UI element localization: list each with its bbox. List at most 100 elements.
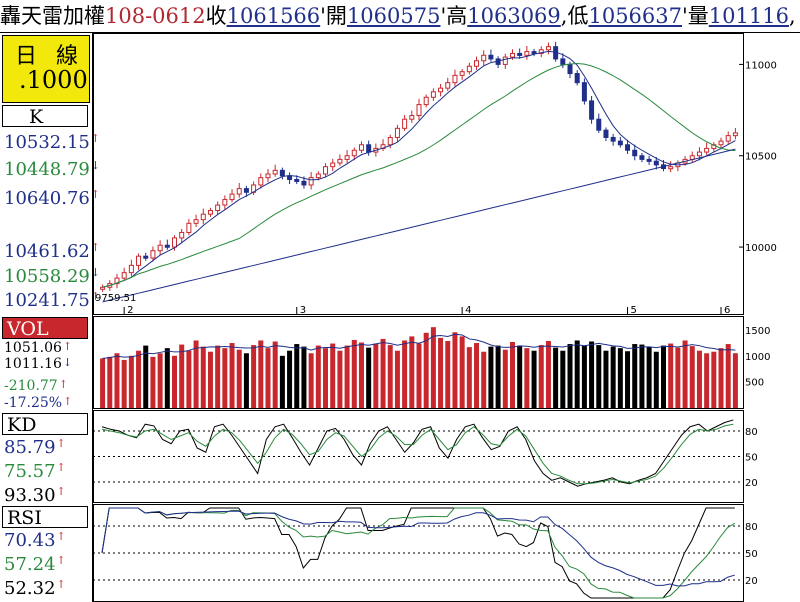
volume-bar [330, 343, 336, 408]
candle-body [222, 199, 228, 206]
volume-bar [488, 346, 494, 408]
volume-bar [481, 351, 487, 408]
candle-body [617, 140, 623, 146]
ma5-line [102, 50, 736, 288]
volume-bar [344, 345, 350, 408]
k-label[interactable]: K [2, 105, 88, 128]
volume-bar [732, 353, 738, 408]
candle-body [466, 65, 472, 73]
volume-bar [287, 350, 293, 408]
volume-bar [466, 347, 472, 408]
candle-body [402, 118, 408, 129]
open-value: 1060575 [346, 4, 441, 28]
rsi-mid-line [101, 507, 736, 599]
k-value: 10532.15↑ [4, 132, 100, 153]
vol-value: 1051.06↑ [4, 340, 72, 356]
candle-body [193, 219, 199, 224]
volume-bar [423, 332, 429, 408]
candle-body [430, 91, 436, 98]
rsi-label[interactable]: RSI [2, 506, 88, 529]
volume-bar [438, 337, 444, 408]
low-label: ,低 [560, 4, 589, 28]
header-tail: , [788, 4, 796, 28]
volume-bar [315, 345, 321, 408]
candle-body [416, 104, 422, 117]
candle-body [725, 135, 731, 142]
high-value: 1063069 [467, 4, 561, 28]
candle-body [121, 272, 127, 279]
volume-bar [351, 339, 357, 408]
volume-bar [164, 348, 170, 408]
candle-body [538, 49, 544, 54]
month-label: 5 [631, 305, 637, 316]
volume-bar [668, 343, 674, 408]
volume-bar [675, 347, 681, 408]
arrow-up-icon: ↑ [56, 578, 66, 591]
volume-tick-label: 1500 [745, 326, 770, 337]
volume-bar [366, 347, 372, 408]
volume-label: '量 [682, 4, 709, 28]
volume-value: 101116 [708, 4, 789, 28]
indicator-panel: 日 線 .1000 K 10532.15↑ 10448.79↓ 10640.76↑ 1… [0, 33, 100, 602]
ma20-line [102, 63, 736, 288]
arrow-up-icon: ↑ [90, 290, 101, 303]
volume-bar [358, 342, 364, 408]
candle-body [732, 132, 738, 137]
volume-bar [323, 348, 329, 408]
candle-body [696, 151, 702, 157]
arrow-up-icon: ↑ [90, 132, 101, 145]
volume-bar [128, 355, 134, 408]
vol-label[interactable]: VOL [2, 317, 88, 340]
high-label: '高 [440, 4, 468, 28]
volume-bar [517, 345, 523, 408]
candle-body [423, 96, 429, 106]
volume-bar [402, 340, 408, 408]
candle-body [229, 193, 235, 201]
arrow-up-icon: ↑ [90, 241, 101, 254]
kd-label[interactable]: KD [2, 413, 88, 436]
period-label: 日 線 [15, 44, 84, 69]
volume-bar [207, 351, 213, 408]
month-label: 2 [127, 305, 133, 316]
stock-chart[interactable]: 11000 10500 10000 2 3 4 5 6 11097.00 9759.51 1500 1… [93, 33, 800, 602]
rsi-long-line [101, 507, 735, 587]
candle-body [625, 144, 631, 151]
candle-body [200, 213, 206, 221]
volume-bar [495, 345, 501, 408]
price-tick-label: 10000 [745, 243, 777, 254]
volume-bar [200, 346, 206, 408]
candle-body [150, 250, 156, 259]
candle-body [610, 136, 616, 142]
vol-value: 1011.16↓ [4, 356, 72, 372]
arrow-up-icon: ↑ [90, 188, 101, 201]
kd-tick-label: 50 [745, 453, 758, 464]
value-text: 93.30 [4, 485, 56, 506]
volume-bar [589, 341, 595, 408]
volume-bar [179, 344, 185, 408]
candle-body [243, 188, 249, 193]
value-text: 85.79 [4, 437, 56, 458]
value-text: 1051.06 [4, 340, 62, 356]
candle-body [301, 180, 307, 186]
candle-body [358, 144, 364, 151]
volume-bar [632, 344, 638, 408]
volume-bar [553, 347, 559, 408]
candle-body [445, 82, 451, 89]
candle-body [258, 177, 264, 186]
volume-bar [416, 343, 422, 408]
arrow-up-icon: ↑ [56, 530, 66, 543]
value-text: 10532.15 [4, 132, 90, 153]
candle-body [272, 169, 278, 175]
period-box[interactable]: 日 線 .1000 [2, 35, 90, 103]
arrow-up-icon: ↑ [58, 378, 68, 391]
value-text: -17.25% [4, 395, 63, 411]
arrow-up-icon: ↑ [62, 340, 73, 353]
volume-bar [509, 342, 515, 408]
kd-value: 85.79↑ [4, 437, 66, 458]
volume-bar [696, 350, 702, 408]
candle-body [567, 63, 573, 75]
quote-date: 108-0612 [105, 4, 206, 28]
candle-body [668, 166, 674, 170]
price-pane [93, 33, 744, 315]
close-label: 收 [205, 4, 227, 28]
